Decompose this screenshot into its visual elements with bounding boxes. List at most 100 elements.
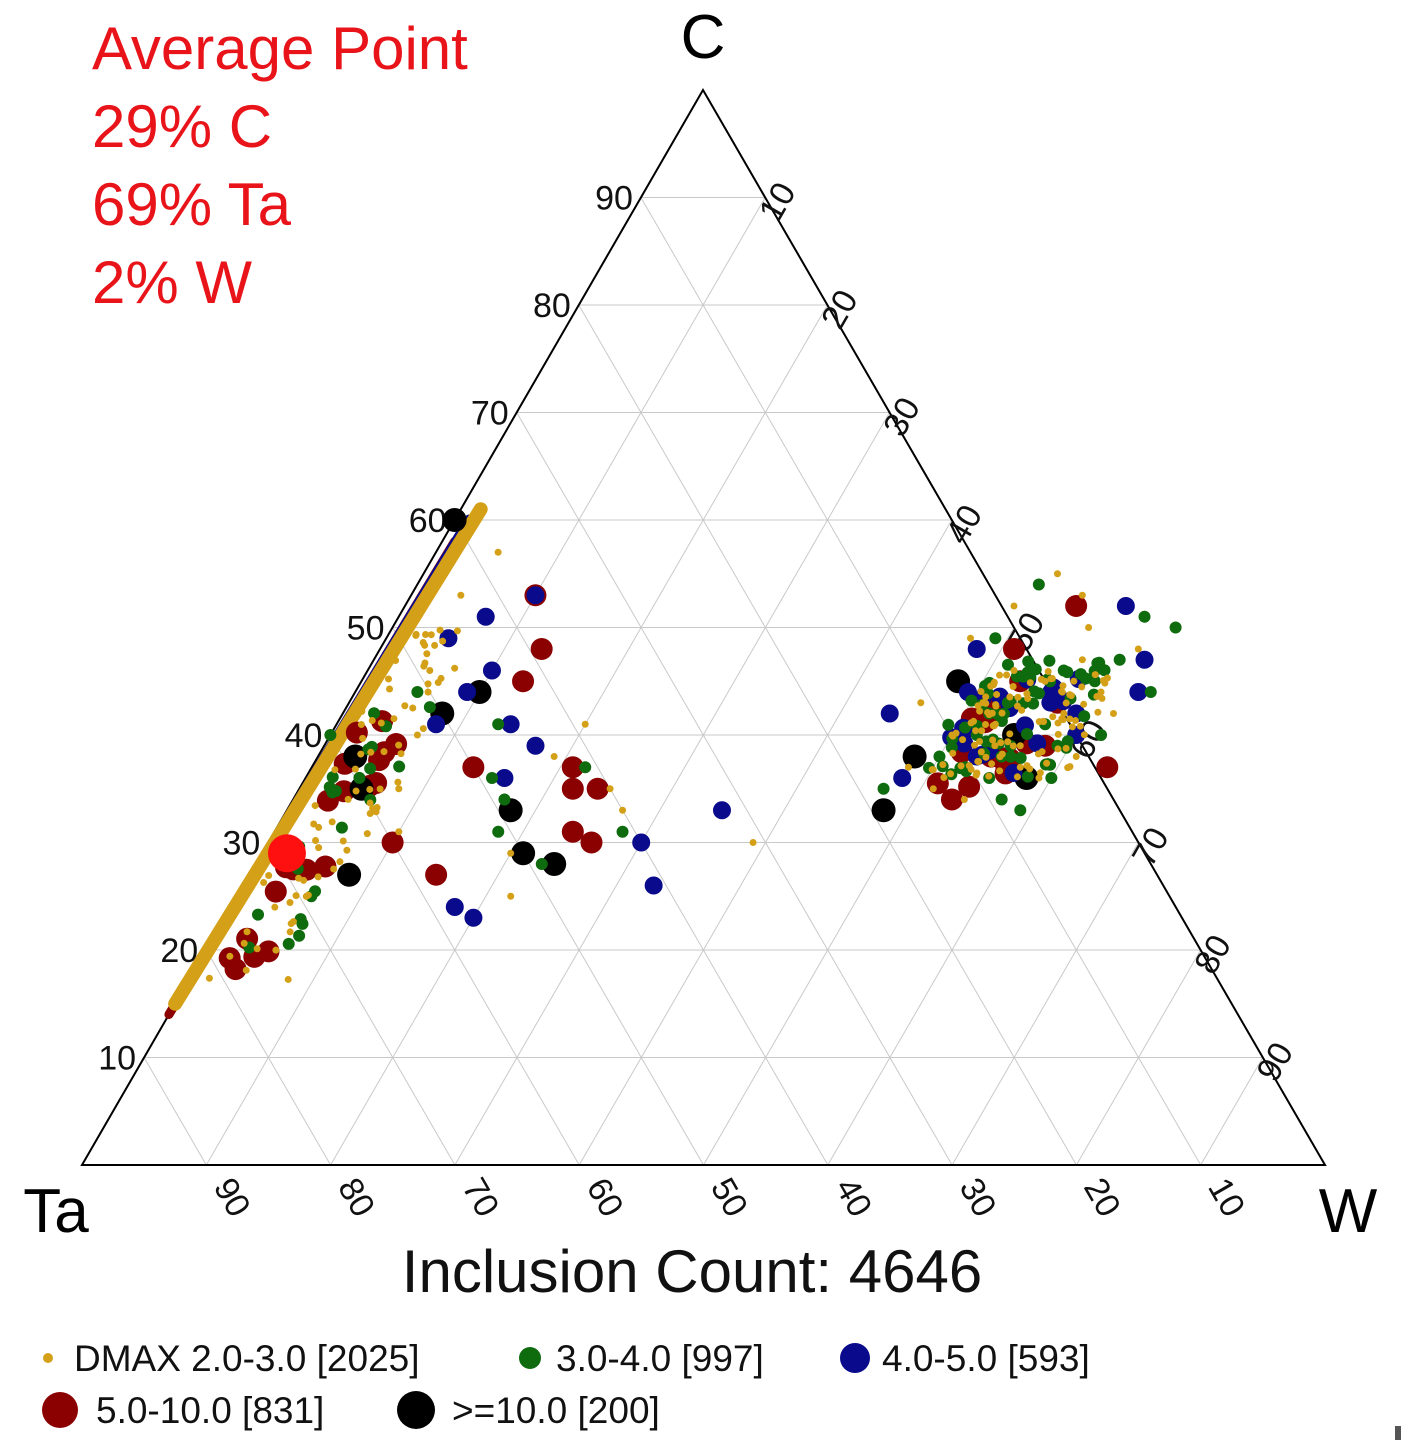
grid-line-ta — [578, 304, 1077, 1166]
data-point — [393, 760, 406, 773]
data-point — [1169, 621, 1182, 634]
data-point — [282, 937, 295, 950]
data-point — [498, 793, 511, 806]
data-point — [1059, 682, 1067, 690]
tick-label-ta: 60 — [579, 1172, 631, 1224]
data-point — [1006, 693, 1014, 701]
data-point — [331, 766, 339, 774]
data-point — [507, 892, 515, 900]
tick-label-ta: 40 — [827, 1172, 879, 1224]
data-point — [1113, 653, 1126, 666]
data-point — [1098, 694, 1106, 702]
data-point — [581, 720, 589, 728]
grid-line-ta — [143, 1057, 207, 1166]
data-point — [947, 770, 955, 778]
data-point — [366, 799, 374, 807]
data-point — [972, 771, 980, 779]
data-point — [1057, 664, 1070, 677]
data-point — [357, 750, 365, 758]
data-point — [1043, 759, 1051, 767]
data-point — [310, 820, 318, 828]
tick-label-w: 20 — [814, 284, 866, 336]
data-point — [501, 715, 520, 734]
legend-marker — [397, 1391, 435, 1429]
tick-label-c: 70 — [471, 395, 509, 433]
data-point — [1078, 591, 1086, 599]
vertex-label-c: C — [681, 3, 726, 72]
data-point — [586, 777, 609, 800]
data-point — [972, 727, 980, 735]
data-point — [252, 908, 265, 921]
grid-line-ta — [267, 842, 456, 1166]
data-point — [998, 750, 1006, 758]
legend-label: DMAX 2.0-3.0 [2025] — [74, 1338, 420, 1379]
data-point — [409, 704, 417, 712]
data-point — [619, 806, 627, 814]
data-point — [315, 823, 323, 831]
data-point — [1079, 672, 1092, 685]
data-point — [358, 707, 366, 715]
data-point — [1085, 624, 1093, 631]
tick-label-w: 80 — [1187, 929, 1239, 981]
tick-label-c: 80 — [533, 287, 571, 325]
data-point — [1109, 710, 1117, 717]
data-point — [880, 704, 899, 723]
grid-line-w — [1200, 1057, 1264, 1166]
data-point — [260, 879, 268, 887]
data-point — [424, 688, 432, 696]
data-point — [1004, 738, 1012, 746]
data-point — [979, 699, 987, 707]
data-point — [264, 880, 287, 903]
data-point — [990, 680, 998, 688]
tick-label-w: 10 — [752, 176, 804, 228]
data-point — [457, 591, 465, 599]
data-point — [1014, 804, 1027, 817]
data-point — [1042, 683, 1061, 701]
data-point — [423, 650, 431, 658]
data-point — [401, 702, 409, 710]
average-point-marker — [267, 834, 306, 873]
data-point — [989, 736, 997, 744]
tick-label-c: 90 — [595, 180, 633, 218]
data-point — [1044, 668, 1052, 676]
data-point — [1054, 730, 1062, 738]
legend: DMAX 2.0-3.0 [2025] 3.0-4.0 [997] 4.0-5.0 … — [42, 1338, 1090, 1431]
data-point — [286, 899, 294, 907]
data-point — [644, 876, 663, 895]
data-point — [982, 693, 990, 701]
data-point — [940, 788, 963, 811]
data-point — [561, 820, 584, 843]
data-point — [395, 741, 403, 749]
data-point — [1062, 699, 1070, 707]
data-point — [1010, 602, 1018, 610]
grid-line-ta — [640, 197, 1202, 1166]
data-point — [344, 795, 352, 803]
data-point — [1041, 677, 1049, 685]
data-point — [390, 715, 398, 723]
data-point — [343, 744, 368, 769]
data-point — [242, 966, 250, 974]
data-point — [1053, 570, 1061, 578]
data-point — [511, 841, 536, 866]
data-point — [995, 793, 1008, 806]
data-point — [296, 917, 309, 930]
data-point — [1032, 687, 1045, 700]
data-point — [312, 836, 320, 844]
data-point — [940, 774, 948, 782]
data-point — [464, 908, 483, 927]
data-point — [1129, 683, 1148, 701]
data-point — [419, 725, 427, 733]
data-point — [240, 939, 248, 947]
data-point — [205, 974, 213, 982]
data-point — [1035, 774, 1043, 782]
average-c-value: 29% C — [92, 93, 273, 160]
data-point — [580, 831, 603, 854]
data-point — [998, 709, 1006, 717]
data-point — [948, 731, 956, 739]
data-point — [377, 719, 385, 727]
data-point — [314, 873, 322, 881]
data-point — [988, 760, 996, 768]
data-point — [458, 683, 477, 701]
data-point — [1023, 762, 1031, 770]
tick-label-c: 60 — [409, 502, 447, 540]
